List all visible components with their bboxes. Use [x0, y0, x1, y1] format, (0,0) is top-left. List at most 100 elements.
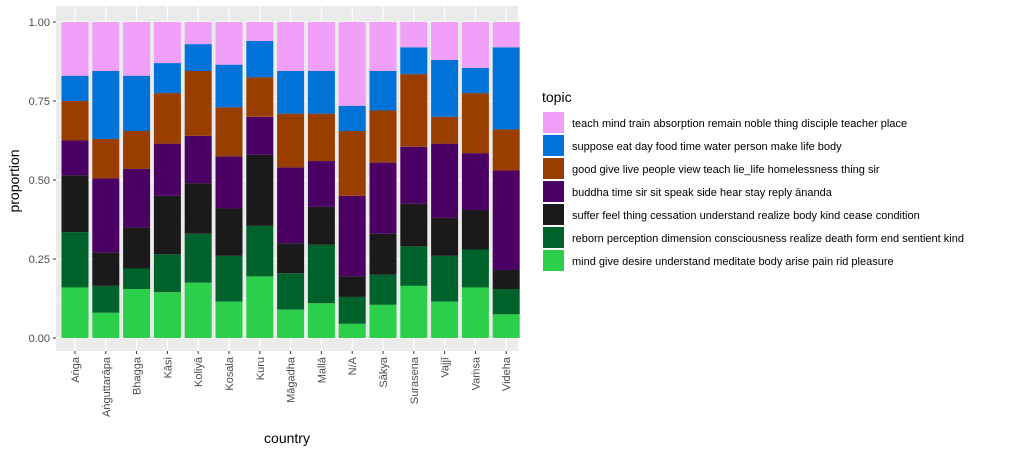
legend-label: mind give desire understand meditate bod…: [572, 256, 894, 268]
bar-segment: [153, 143, 181, 196]
bar-segment: [123, 227, 151, 269]
x-tick-label: Mallā: [316, 356, 328, 383]
bar-segment: [338, 276, 366, 297]
x-tick-label: Sākya: [378, 356, 390, 387]
legend-label: suffer feel thing cessation understand r…: [572, 210, 920, 222]
bar-segment: [215, 255, 243, 302]
bar-segment: [184, 22, 212, 45]
legend-label: reborn perception dimension consciousnes…: [572, 233, 964, 245]
bar-segment: [153, 195, 181, 255]
bar-segment: [277, 243, 305, 274]
y-tick-label: 0.50: [29, 175, 50, 187]
bar-segment: [492, 47, 520, 130]
y-axis-title: proportion: [6, 149, 22, 212]
bar-segment: [246, 225, 274, 277]
x-tick-label: Kosala: [224, 356, 236, 391]
legend-key: [543, 204, 564, 225]
bar-segment: [153, 63, 181, 94]
y-axis: 0.00 0.25 0.50 0.75 1.00: [29, 17, 56, 345]
x-tick-label: Koliyā: [193, 356, 205, 387]
bar-segment: [492, 314, 520, 338]
bar-segment: [369, 22, 397, 71]
bar-segment: [246, 154, 274, 226]
x-axis-title: country: [264, 430, 310, 446]
bar-segment: [184, 282, 212, 338]
legend-label: good give live people view teach lie_lif…: [572, 164, 880, 176]
bar-segment: [369, 162, 397, 234]
legend-key: [543, 158, 564, 179]
bar-segment: [215, 156, 243, 209]
x-tick-label: Vaṁsa: [470, 356, 482, 390]
y-tick-label: 0.00: [29, 333, 50, 345]
legend-key: [543, 112, 564, 133]
bar-segment: [400, 74, 428, 147]
bar-segment: [461, 210, 489, 250]
bar-segment: [215, 64, 243, 108]
legend-label: suppose eat day food time water person m…: [572, 141, 842, 153]
x-tick-label: Kuru: [255, 357, 267, 380]
bar-segment: [184, 183, 212, 234]
bar-segment: [123, 22, 151, 76]
bar-segment: [153, 254, 181, 293]
bar-segment: [338, 323, 366, 338]
bar-segment: [400, 203, 428, 247]
bar-segment: [277, 113, 305, 168]
bar-segment: [431, 301, 459, 338]
bar-segment: [246, 276, 274, 338]
bar-segment: [338, 131, 366, 196]
bar-segment: [215, 208, 243, 256]
bar-segment: [400, 47, 428, 75]
bar-segment: [92, 285, 120, 313]
bar-segment: [307, 303, 335, 338]
bar-segment: [307, 244, 335, 304]
bar-segment: [277, 167, 305, 244]
bar-segment: [92, 312, 120, 338]
bar-segment: [123, 75, 151, 132]
bar-segment: [215, 301, 243, 338]
y-tick-label: 0.75: [29, 96, 50, 108]
bar-segment: [153, 22, 181, 64]
bar-segment: [369, 110, 397, 163]
bar-segment: [153, 292, 181, 338]
bar-segment: [123, 131, 151, 169]
bar-segment: [184, 44, 212, 71]
bar-segment: [461, 153, 489, 211]
bar-segment: [92, 178, 120, 253]
bar-segment: [184, 135, 212, 184]
bar-segment: [215, 22, 243, 65]
bar-segment: [277, 309, 305, 338]
bar-segment: [492, 22, 520, 48]
x-tick-label: Kāsi: [162, 357, 174, 378]
bar-segment: [92, 138, 120, 179]
bar-segment: [277, 70, 305, 114]
bar-segment: [61, 101, 89, 141]
bar-segment: [246, 116, 274, 155]
bar-segment: [338, 22, 366, 106]
bar-segment: [400, 285, 428, 338]
legend-key: [543, 135, 564, 156]
bar-segment: [492, 129, 520, 171]
bar-segment: [492, 270, 520, 290]
bar-segment: [61, 175, 89, 233]
bar-segment: [400, 246, 428, 286]
bar-segment: [307, 70, 335, 114]
bar-segment: [153, 93, 181, 144]
x-axis: Aṅga Aṅguttarāpa Bhagga Kāsi Koliyā Kosala Kur…: [70, 351, 513, 417]
bar-segment: [307, 113, 335, 162]
bar-segment: [123, 268, 151, 290]
x-tick-label: Surasena: [409, 356, 421, 404]
bar-segment: [400, 146, 428, 204]
bar-segment: [277, 273, 305, 310]
legend: topic teach mind train absorption remain…: [542, 89, 964, 271]
x-tick-label: Aṅga: [70, 356, 82, 383]
x-tick-label: Bhagga: [132, 356, 144, 395]
bar-segment: [338, 195, 366, 277]
x-tick-label: Videha: [501, 356, 513, 391]
bar-segment: [184, 233, 212, 283]
bar-segment: [369, 70, 397, 111]
bars: [61, 22, 520, 338]
bar-segment: [461, 93, 489, 154]
bar-segment: [61, 75, 89, 101]
bar-segment: [369, 274, 397, 305]
